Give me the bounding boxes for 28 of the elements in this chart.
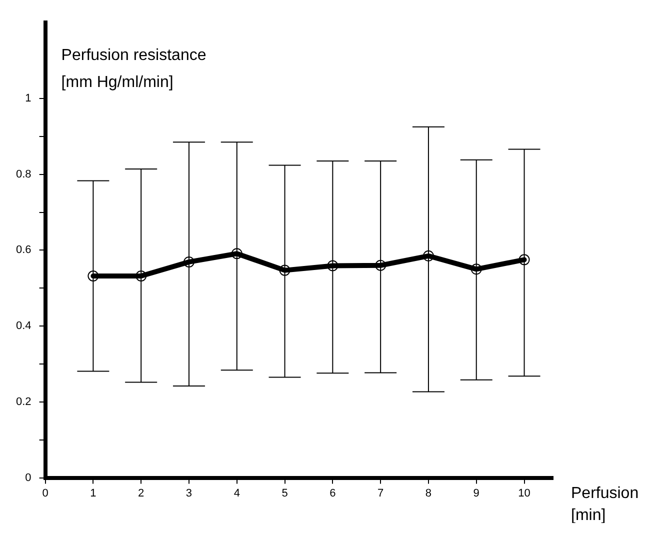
x-tick-label: 7 xyxy=(378,487,384,500)
x-tick-label: 8 xyxy=(425,487,432,500)
point xyxy=(279,264,290,276)
point xyxy=(470,264,482,275)
x-tick-label: 0 xyxy=(42,487,48,500)
x-tick-label: 6 xyxy=(330,487,336,500)
point xyxy=(183,256,194,268)
point xyxy=(327,260,338,272)
y-tick-label: 0.6 xyxy=(16,244,32,256)
point xyxy=(231,248,242,260)
point xyxy=(88,270,99,282)
point xyxy=(375,260,386,271)
point xyxy=(136,270,147,282)
y-axis-title: Perfusion resistance [mm Hg/ml/min] xyxy=(61,47,206,92)
y-tick-label: 0.4 xyxy=(16,320,32,332)
x-tick-label: 10 xyxy=(518,487,530,500)
x-tick-label: 3 xyxy=(186,487,192,500)
x-tick-label: 2 xyxy=(138,487,144,500)
y-tick-label: 1 xyxy=(25,92,32,104)
point xyxy=(422,250,434,262)
x-tick-label: 5 xyxy=(282,487,288,500)
x-tick-label: 1 xyxy=(90,487,96,500)
point xyxy=(518,254,530,266)
y-tick-label: 0.2 xyxy=(16,396,32,408)
y-tick-label: 0 xyxy=(25,472,32,484)
x-tick-label: 4 xyxy=(234,487,240,500)
y-tick-label: 0.8 xyxy=(16,168,32,180)
x-tick-label: 9 xyxy=(473,487,480,500)
